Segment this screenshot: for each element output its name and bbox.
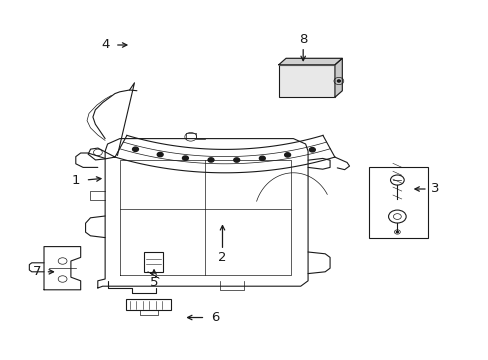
- Bar: [126, 299, 171, 310]
- Polygon shape: [334, 58, 342, 97]
- Circle shape: [259, 156, 264, 161]
- Text: 5: 5: [149, 276, 158, 289]
- Circle shape: [132, 147, 138, 152]
- Text: 7: 7: [32, 265, 41, 278]
- Circle shape: [157, 152, 163, 157]
- Text: 8: 8: [298, 33, 307, 46]
- Circle shape: [233, 158, 239, 162]
- Circle shape: [337, 80, 340, 82]
- Circle shape: [396, 231, 398, 233]
- Bar: [278, 65, 334, 97]
- Circle shape: [182, 156, 188, 160]
- Circle shape: [284, 153, 290, 157]
- Circle shape: [208, 158, 214, 162]
- Text: 3: 3: [430, 183, 439, 195]
- Text: 2: 2: [218, 251, 226, 264]
- Text: 4: 4: [101, 39, 109, 51]
- Text: 1: 1: [71, 174, 80, 186]
- Bar: [368, 167, 427, 238]
- Text: 6: 6: [210, 311, 219, 324]
- Circle shape: [309, 148, 315, 152]
- Bar: [144, 252, 163, 272]
- Polygon shape: [278, 58, 342, 65]
